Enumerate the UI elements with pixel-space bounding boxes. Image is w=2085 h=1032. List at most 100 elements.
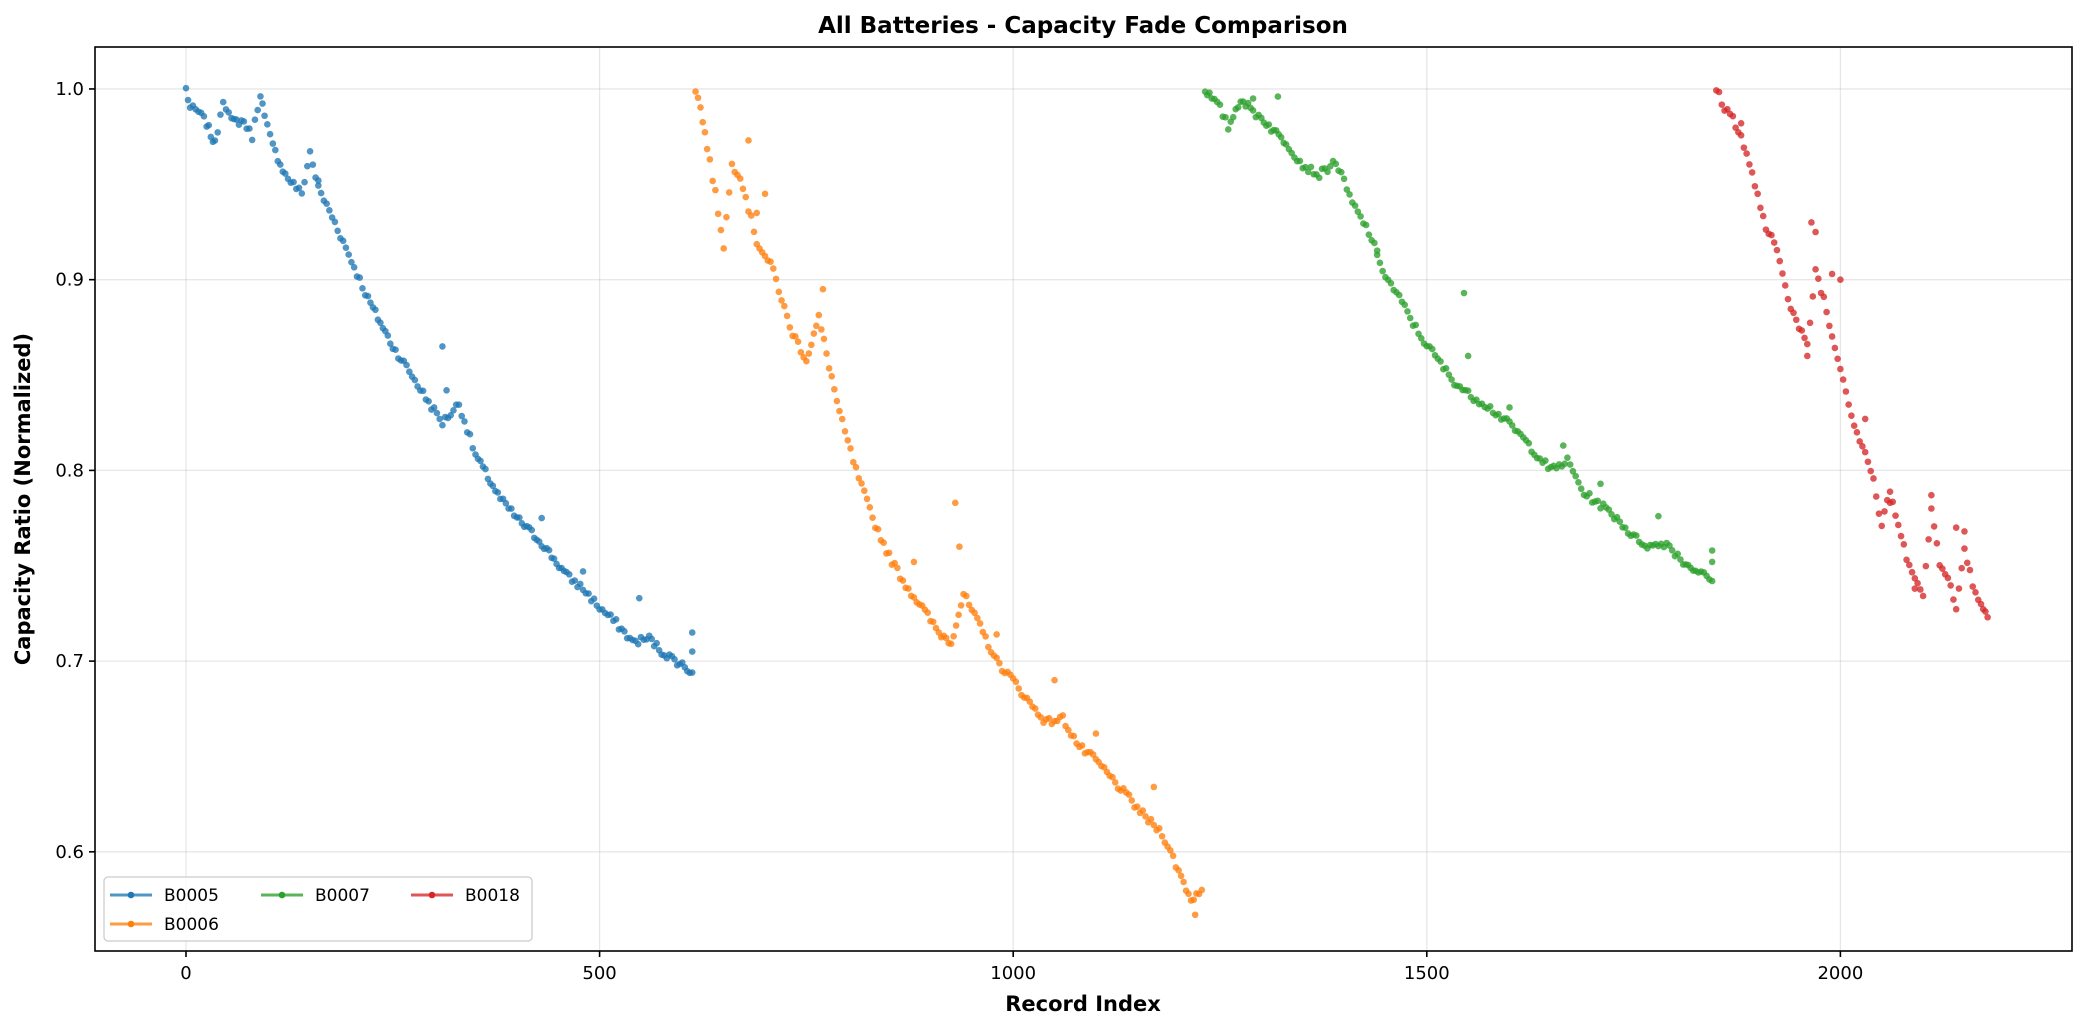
data-point-b0006	[910, 594, 918, 601]
data-point-b0018	[1779, 270, 1786, 277]
data-point-b0007	[1265, 121, 1273, 128]
data-point-b0007	[1332, 160, 1340, 168]
data-point-b0007	[1708, 558, 1716, 566]
legend-label-b0007: B0007	[315, 886, 370, 906]
data-point-b0005	[257, 93, 264, 100]
data-point-b0006	[838, 415, 846, 423]
data-point-b0018	[1792, 316, 1800, 324]
data-point-b0006	[971, 609, 978, 617]
data-point-b0006	[1142, 813, 1149, 820]
data-point-b0005	[688, 669, 696, 676]
data-point-b0018	[1864, 458, 1872, 466]
data-point-b0005	[211, 137, 219, 144]
data-point-b0007	[1569, 467, 1577, 475]
data-point-b0018	[1872, 493, 1880, 500]
data-point-b0006	[818, 326, 825, 333]
data-point-b0018	[1944, 574, 1952, 582]
data-point-b0005	[482, 465, 489, 473]
data-point-b0006	[745, 137, 752, 144]
data-point-b0006	[1059, 712, 1067, 719]
data-point-b0006	[1109, 773, 1116, 781]
data-point-b0006	[947, 640, 955, 648]
data-point-b0006	[965, 601, 973, 609]
data-point-b0007	[1417, 334, 1425, 342]
data-point-b0007	[1437, 358, 1444, 365]
data-point-b0006	[828, 373, 836, 380]
data-point-b0018	[1837, 276, 1844, 283]
data-point-b0006	[1125, 791, 1133, 798]
data-point-b0007	[1448, 376, 1455, 383]
data-point-b0006	[1070, 732, 1078, 740]
data-point-b0006	[833, 397, 841, 405]
data-point-b0018	[1914, 579, 1921, 587]
data-point-b0006	[1139, 807, 1147, 814]
data-point-b0005	[331, 218, 339, 226]
data-point-b0006	[810, 330, 818, 337]
data-point-b0018	[1823, 308, 1830, 316]
data-point-b0007	[1542, 457, 1549, 464]
data-point-b0018	[1977, 600, 1985, 608]
data-point-b0006	[825, 365, 833, 372]
data-point-b0007	[1577, 485, 1585, 493]
data-point-b0007	[1371, 239, 1378, 247]
data-point-b0005	[205, 121, 213, 129]
data-point-b0006	[712, 186, 719, 194]
data-point-b0005	[217, 111, 224, 118]
legend-marker-b0006	[127, 920, 135, 928]
data-point-b0006	[725, 189, 733, 196]
data-point-b0018	[1820, 293, 1828, 301]
data-point-b0005	[348, 258, 355, 266]
data-point-b0006	[815, 311, 823, 319]
data-point-b0005	[251, 116, 259, 124]
data-point-b0018	[1759, 212, 1767, 220]
data-point-b0006	[709, 177, 716, 185]
data-point-b0018	[1886, 488, 1894, 496]
data-point-b0006	[863, 495, 871, 503]
data-point-b0006	[792, 333, 799, 340]
data-point-b0006	[852, 463, 860, 471]
data-point-b0005	[345, 251, 352, 258]
data-point-b0006	[794, 338, 802, 346]
data-point-b0007	[1222, 113, 1229, 121]
data-point-b0007	[1244, 99, 1252, 107]
ticks-layer: 0 500 1000 1500 2000 0.6 0.7 0.8 0.9 1.0	[55, 79, 1863, 984]
data-point-b0006	[910, 558, 918, 566]
data-point-b0006	[797, 349, 805, 356]
data-point-b0018	[1966, 566, 1974, 574]
data-point-b0018	[1928, 491, 1935, 499]
series-b0005	[182, 84, 696, 677]
data-point-b0005	[469, 444, 477, 452]
data-point-b0005	[298, 190, 306, 197]
data-point-b0018	[1859, 443, 1866, 450]
data-point-b0018	[1982, 608, 1989, 615]
y-tick-label: 0.8	[55, 460, 84, 481]
data-point-b0006	[849, 458, 857, 466]
data-point-b0018	[1828, 270, 1836, 278]
data-point-b0006	[736, 175, 744, 182]
data-point-b0018	[1892, 512, 1899, 519]
data-point-b0018	[1801, 334, 1808, 342]
data-point-b0005	[528, 526, 536, 534]
data-point-b0005	[455, 401, 463, 408]
data-point-b0007	[1379, 267, 1386, 275]
data-point-b0007	[1324, 168, 1331, 176]
data-point-b0007	[1357, 213, 1364, 220]
data-point-b0018	[1897, 532, 1905, 540]
data-point-b0007	[1442, 364, 1450, 372]
data-point-b0006	[836, 407, 843, 415]
x-tick-label: 1500	[1404, 963, 1450, 984]
data-point-b0006	[819, 285, 827, 293]
data-point-b0007	[1561, 460, 1568, 468]
data-point-b0006	[786, 324, 794, 331]
data-point-b0006	[692, 88, 699, 95]
legend-frame	[103, 876, 533, 942]
data-point-b0005	[350, 264, 358, 271]
data-point-b0006	[982, 633, 989, 640]
x-tick-label: 2000	[1817, 963, 1863, 984]
legend-marker-b0005	[127, 891, 135, 899]
data-point-b0018	[1900, 541, 1908, 548]
data-point-b0005	[565, 571, 573, 578]
data-point-b0005	[419, 387, 427, 395]
data-point-b0007	[1655, 512, 1662, 520]
data-point-b0005	[323, 200, 330, 207]
